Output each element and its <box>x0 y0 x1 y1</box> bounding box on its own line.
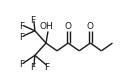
Text: F: F <box>30 64 35 72</box>
Text: F: F <box>19 33 24 42</box>
Text: F: F <box>19 22 24 31</box>
Text: O: O <box>87 22 94 31</box>
Text: F: F <box>19 60 24 69</box>
Text: OH: OH <box>39 22 53 31</box>
Text: O: O <box>65 22 72 31</box>
Text: F: F <box>30 16 35 25</box>
Text: F: F <box>44 63 50 72</box>
